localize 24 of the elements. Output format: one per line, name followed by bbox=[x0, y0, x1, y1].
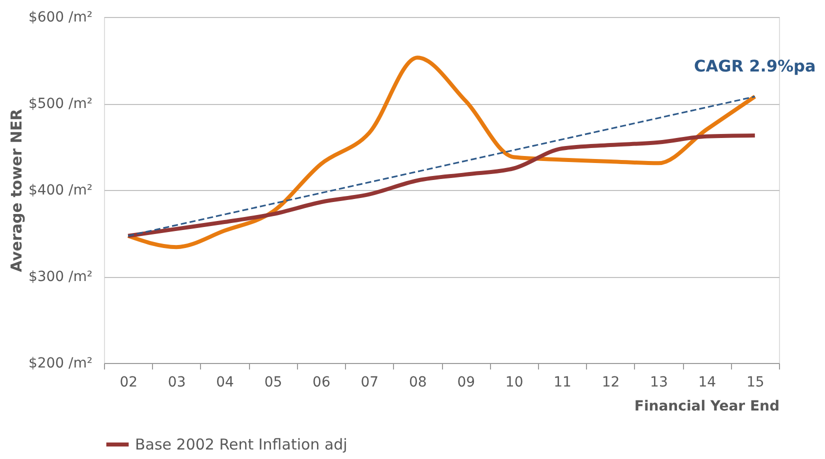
annotation: CAGR 2.9%pa bbox=[694, 56, 816, 76]
y-tick-label: $300 /m² bbox=[28, 269, 92, 285]
x-tick-label: 09 bbox=[457, 374, 476, 390]
x-tick-label: 04 bbox=[216, 374, 234, 390]
x-axis-title: Financial Year End bbox=[634, 398, 780, 414]
x-tick-label: 15 bbox=[746, 374, 764, 390]
x-tick-label: 08 bbox=[408, 374, 427, 390]
x-tick-label: 14 bbox=[698, 374, 716, 390]
legend-label: Base 2002 Rent Inflation adj bbox=[135, 436, 348, 454]
x-tick-label: 06 bbox=[312, 374, 330, 390]
y-axis-title: Average tower NER bbox=[7, 108, 26, 272]
x-tick-label: 12 bbox=[602, 374, 620, 390]
x-tick-label: 02 bbox=[120, 374, 138, 390]
y-tick-label: $500 /m² bbox=[28, 96, 92, 112]
x-tick-label: 10 bbox=[505, 374, 524, 390]
x-tick-label: 03 bbox=[168, 374, 186, 390]
x-tick-label: 11 bbox=[554, 374, 572, 390]
y-tick-label: $600 /m² bbox=[28, 10, 92, 26]
x-tick-label: 07 bbox=[360, 374, 379, 390]
line-series bbox=[126, 134, 757, 238]
x-tick-label: 05 bbox=[264, 374, 282, 390]
y-tick-label: $200 /m² bbox=[28, 356, 92, 372]
x-tick-label: 13 bbox=[650, 374, 668, 390]
y-tick-label: $400 /m² bbox=[28, 182, 92, 198]
